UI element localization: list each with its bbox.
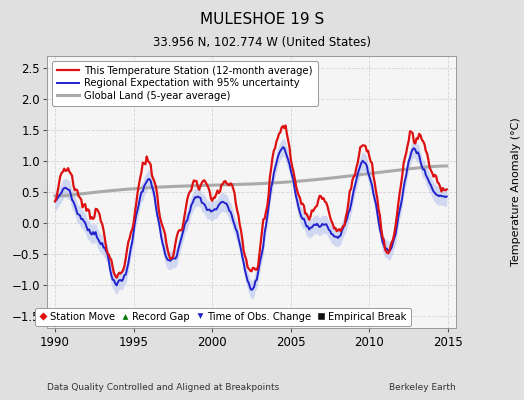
Text: 33.956 N, 102.774 W (United States): 33.956 N, 102.774 W (United States)	[153, 36, 371, 49]
Text: Data Quality Controlled and Aligned at Breakpoints: Data Quality Controlled and Aligned at B…	[47, 383, 279, 392]
Text: Temperature Anomaly (°C): Temperature Anomaly (°C)	[511, 118, 521, 266]
Legend: Station Move, Record Gap, Time of Obs. Change, Empirical Break: Station Move, Record Gap, Time of Obs. C…	[35, 308, 410, 326]
Text: Berkeley Earth: Berkeley Earth	[389, 383, 456, 392]
Text: MULESHOE 19 S: MULESHOE 19 S	[200, 12, 324, 27]
